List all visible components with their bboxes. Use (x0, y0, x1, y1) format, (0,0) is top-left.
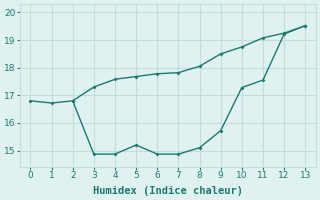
X-axis label: Humidex (Indice chaleur): Humidex (Indice chaleur) (93, 186, 243, 196)
